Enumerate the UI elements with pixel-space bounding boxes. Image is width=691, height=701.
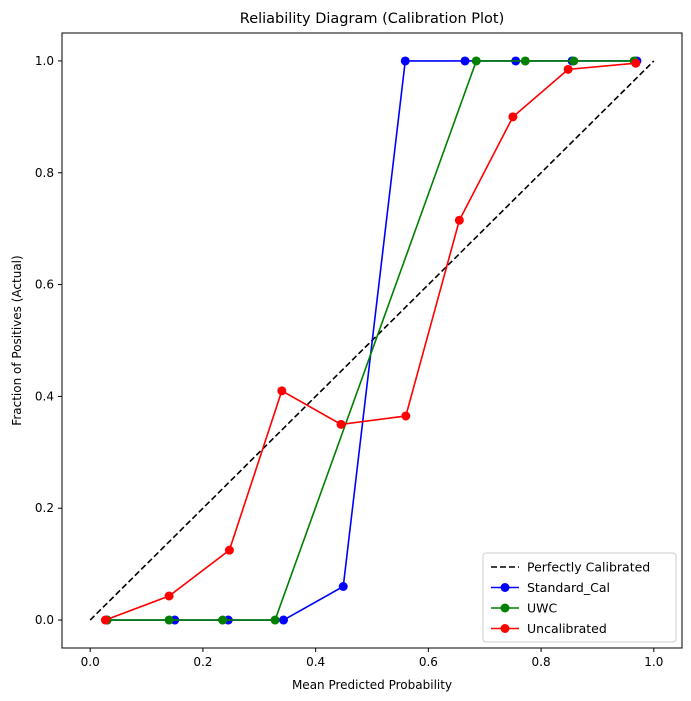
series-standard-cal: [102, 56, 642, 625]
legend-marker: [500, 583, 510, 592]
legend-label: Perfectly Calibrated: [527, 560, 650, 575]
data-point: [336, 419, 346, 429]
series-uncalibrated: [100, 58, 641, 625]
y-axis-ticks: 0.0 0.2 0.4 0.6 0.8 1.0: [35, 54, 62, 627]
legend-label: UWC: [527, 601, 558, 616]
data-point: [164, 615, 174, 625]
plot-frame: [61, 32, 683, 649]
data-point: [569, 56, 579, 66]
y-tick-label: 1.0: [35, 54, 54, 68]
chart-title: Reliability Diagram (Calibration Plot): [240, 11, 504, 27]
data-point: [400, 56, 410, 66]
data-point: [270, 615, 280, 625]
series-line-standard-cal: [107, 60, 637, 621]
legend-item-standard-cal: Standard_Cal: [491, 580, 610, 595]
data-point: [508, 112, 518, 122]
series-line-uwc: [107, 60, 635, 621]
legend-label: Standard_Cal: [527, 580, 610, 595]
data-point: [277, 386, 287, 396]
series-layer: [89, 56, 655, 625]
legend-marker: [500, 624, 510, 633]
data-point: [454, 215, 464, 225]
legend-item-perfectly-calibrated: Perfectly Calibrated: [491, 560, 650, 575]
data-point: [460, 56, 470, 66]
x-tick-label: 0.8: [532, 655, 551, 669]
data-point: [631, 58, 641, 68]
legend: Perfectly Calibrated Standard_Cal UWC Uncal…: [482, 552, 677, 643]
data-point: [224, 545, 234, 555]
legend-item-uncalibrated: Uncalibrated: [491, 621, 607, 636]
data-point: [471, 56, 481, 66]
y-tick-label: 0.0: [35, 613, 54, 627]
legend-box: [482, 552, 677, 643]
legend-item-uwc: UWC: [491, 601, 558, 616]
x-tick-label: 0.4: [306, 655, 325, 669]
data-point: [279, 615, 289, 625]
data-point: [338, 582, 348, 591]
data-point: [164, 591, 174, 601]
x-tick-label: 0.0: [81, 655, 100, 669]
series-uwc: [102, 56, 639, 625]
x-axis-label: Mean Predicted Probability: [292, 678, 452, 692]
y-tick-label: 0.6: [35, 278, 54, 292]
data-point: [520, 56, 530, 66]
data-point: [401, 411, 411, 421]
x-tick-label: 0.2: [193, 655, 212, 669]
data-point: [218, 615, 228, 625]
y-tick-label: 0.4: [35, 389, 54, 403]
data-point: [563, 64, 573, 74]
series-line-uncalibrated: [105, 62, 636, 621]
y-axis-label: Fraction of Positives (Actual): [10, 255, 24, 425]
y-tick-label: 0.2: [35, 501, 54, 515]
x-tick-label: 1.0: [644, 655, 663, 669]
legend-label: Uncalibrated: [527, 621, 607, 636]
y-tick-label: 0.8: [35, 166, 54, 180]
legend-marker: [500, 603, 510, 613]
x-tick-label: 0.6: [419, 655, 438, 669]
data-point: [100, 615, 110, 625]
x-axis-ticks: 0.0 0.2 0.4 0.6 0.8 1.0: [81, 648, 663, 669]
